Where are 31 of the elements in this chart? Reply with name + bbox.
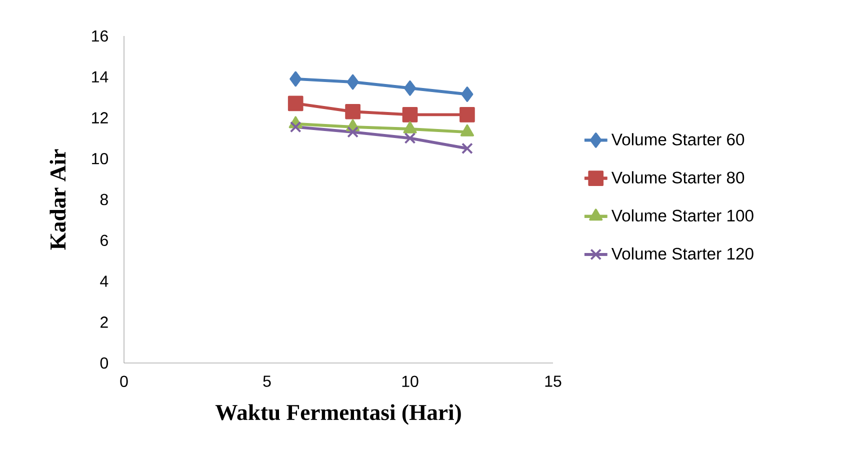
point — [404, 132, 416, 144]
legend-label: Volume Starter 120 — [611, 247, 754, 260]
point — [347, 126, 359, 138]
point — [460, 107, 475, 122]
point — [288, 96, 304, 112]
point — [290, 71, 302, 87]
y-tick-label: 10 — [92, 152, 108, 164]
y-tick-label: 16 — [92, 30, 108, 42]
y-axis-title: Kadar Air — [50, 149, 66, 250]
x-tick-label: 0 — [120, 376, 128, 388]
y-tick-label: 8 — [100, 194, 108, 206]
y-tick-label: 6 — [100, 234, 108, 246]
y-tick-label: 0 — [100, 357, 108, 369]
legend-label: Volume Starter 100 — [611, 209, 754, 222]
point — [461, 86, 474, 102]
y-tick-label: 2 — [100, 316, 108, 328]
point — [402, 107, 418, 122]
point — [290, 121, 302, 133]
y-tick-label: 4 — [100, 276, 108, 287]
y-tick-label: 14 — [92, 71, 108, 82]
legend-label: Volume Starter 80 — [611, 171, 744, 184]
x-axis-title: Waktu Fermentasi (Hari) — [215, 404, 461, 425]
point — [404, 80, 416, 96]
x-tick-label: 10 — [402, 376, 418, 388]
y-tick-label: 12 — [92, 112, 108, 124]
point — [461, 142, 473, 154]
point — [346, 74, 359, 90]
point — [345, 104, 360, 120]
legend-label: Volume Starter 60 — [611, 133, 744, 146]
x-tick-label: 5 — [263, 376, 271, 387]
x-tick-label: 15 — [545, 376, 562, 387]
